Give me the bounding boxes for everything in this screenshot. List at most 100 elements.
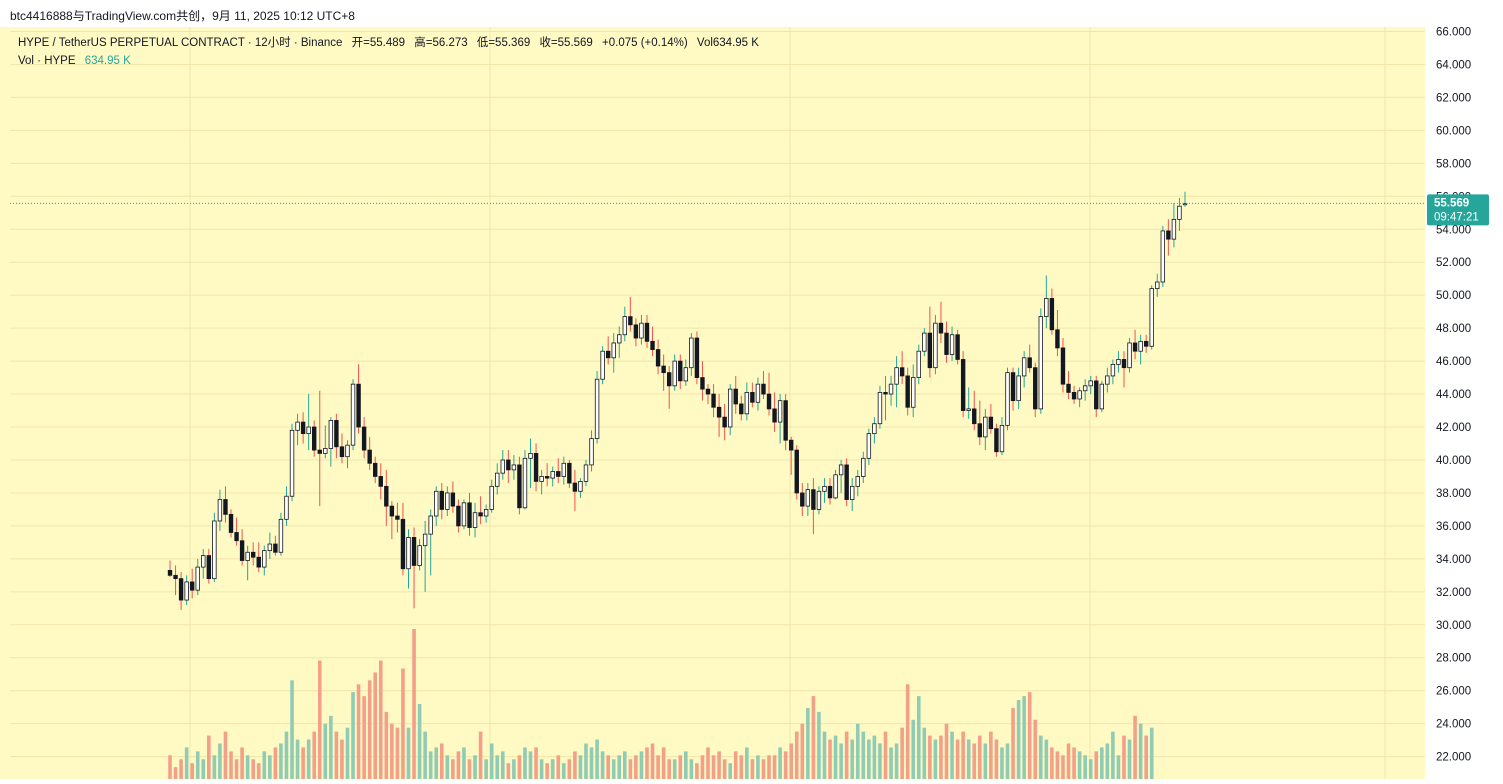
candle-body[interactable]	[583, 464, 589, 482]
candle-body[interactable]	[700, 377, 705, 390]
candle-body[interactable]	[1016, 375, 1021, 402]
candle-body[interactable]	[905, 375, 910, 408]
candle-body[interactable]	[312, 426, 317, 451]
candle-body[interactable]	[650, 340, 655, 350]
candle-body[interactable]	[234, 532, 239, 542]
candle-body[interactable]	[955, 334, 960, 360]
candle-body[interactable]	[356, 383, 361, 428]
candle-body[interactable]	[894, 367, 899, 385]
candle-body[interactable]	[944, 332, 949, 355]
candle-body[interactable]	[1033, 367, 1038, 410]
candle-body[interactable]	[883, 392, 888, 395]
candle-body[interactable]	[489, 485, 494, 510]
candle-body[interactable]	[689, 337, 694, 369]
candle-body[interactable]	[794, 449, 799, 494]
candle-body[interactable]	[983, 416, 988, 438]
candle-body[interactable]	[422, 533, 428, 547]
candle-body[interactable]	[406, 537, 411, 570]
candle-body[interactable]	[300, 421, 306, 435]
candle-body[interactable]	[245, 551, 250, 561]
candle-body[interactable]	[1127, 342, 1132, 369]
candle-body[interactable]	[428, 515, 433, 535]
candle-body[interactable]	[977, 423, 982, 438]
candle-body[interactable]	[850, 485, 855, 500]
candle-body[interactable]	[683, 367, 689, 382]
candle-body[interactable]	[1099, 383, 1105, 410]
candle-body[interactable]	[522, 457, 528, 509]
candle-body[interactable]	[567, 462, 572, 484]
candle-body[interactable]	[666, 372, 672, 387]
candle-body[interactable]	[178, 578, 184, 601]
candle-body[interactable]	[1027, 357, 1032, 369]
candle-body[interactable]	[533, 452, 539, 482]
candle-body[interactable]	[827, 485, 833, 499]
candle-body[interactable]	[550, 471, 555, 479]
candle-body[interactable]	[933, 322, 938, 369]
candle-body[interactable]	[367, 449, 372, 464]
legend-vol-label[interactable]: Vol · HYPE	[18, 55, 76, 67]
candle-body[interactable]	[1038, 316, 1043, 410]
candle-body[interactable]	[888, 383, 894, 395]
candle-body[interactable]	[323, 448, 328, 454]
candle-body[interactable]	[267, 543, 273, 552]
candle-body[interactable]	[295, 421, 300, 431]
candle-body[interactable]	[833, 474, 838, 499]
candle-body[interactable]	[328, 420, 334, 449]
candle-body[interactable]	[517, 464, 522, 509]
candle-body[interactable]	[611, 342, 616, 359]
candle-body[interactable]	[972, 408, 977, 425]
candle-body[interactable]	[838, 464, 844, 476]
candle-body[interactable]	[478, 512, 483, 517]
candle-body[interactable]	[1044, 298, 1049, 318]
candle-body[interactable]	[739, 403, 744, 415]
candle-body[interactable]	[633, 324, 639, 339]
candle-body[interactable]	[256, 556, 261, 568]
candle-body[interactable]	[250, 551, 256, 558]
candle-body[interactable]	[672, 360, 677, 387]
candle-body[interactable]	[334, 420, 339, 448]
candle-body[interactable]	[378, 476, 383, 487]
candle-body[interactable]	[1082, 385, 1088, 392]
candle-body[interactable]	[289, 429, 295, 497]
candle-body[interactable]	[467, 502, 472, 528]
candle-body[interactable]	[395, 515, 400, 520]
candle-body[interactable]	[450, 492, 456, 507]
candle-body[interactable]	[960, 359, 966, 411]
candle-body[interactable]	[167, 569, 173, 576]
candle-body[interactable]	[212, 520, 217, 580]
candle-body[interactable]	[561, 462, 566, 477]
candle-body[interactable]	[1060, 347, 1066, 385]
candle-body[interactable]	[1177, 205, 1182, 220]
candle-body[interactable]	[822, 485, 827, 492]
candle-body[interactable]	[911, 377, 916, 408]
candle-body[interactable]	[184, 581, 189, 601]
candle-body[interactable]	[733, 388, 738, 405]
candle-body[interactable]	[284, 495, 289, 520]
candle-body[interactable]	[949, 334, 955, 355]
candle-body[interactable]	[966, 408, 971, 411]
candle-body[interactable]	[872, 423, 877, 435]
candle-body[interactable]	[439, 490, 444, 510]
candle-body[interactable]	[816, 490, 822, 510]
candle-body[interactable]	[1105, 375, 1110, 385]
candle-body[interactable]	[1094, 380, 1099, 410]
candle-body[interactable]	[461, 502, 467, 527]
candle-body[interactable]	[755, 383, 761, 403]
candle-body[interactable]	[273, 543, 278, 553]
candle-body[interactable]	[1132, 342, 1138, 352]
candle-body[interactable]	[456, 505, 461, 527]
candle-body[interactable]	[1021, 357, 1027, 377]
candle-body[interactable]	[223, 499, 228, 515]
candle-body[interactable]	[644, 322, 650, 342]
candle-body[interactable]	[1143, 340, 1149, 347]
candle-body[interactable]	[800, 492, 805, 507]
candle-body[interactable]	[1149, 288, 1154, 347]
candle-body[interactable]	[877, 392, 883, 425]
candle-body[interactable]	[999, 424, 1005, 453]
candle-body[interactable]	[694, 337, 700, 378]
chart-area[interactable]: 66.00064.00062.00060.00058.00056.00054.0…	[0, 27, 1503, 779]
candle-body[interactable]	[1155, 281, 1160, 289]
candle-body[interactable]	[744, 392, 750, 415]
candle-body[interactable]	[766, 393, 772, 410]
candle-body[interactable]	[483, 509, 489, 517]
